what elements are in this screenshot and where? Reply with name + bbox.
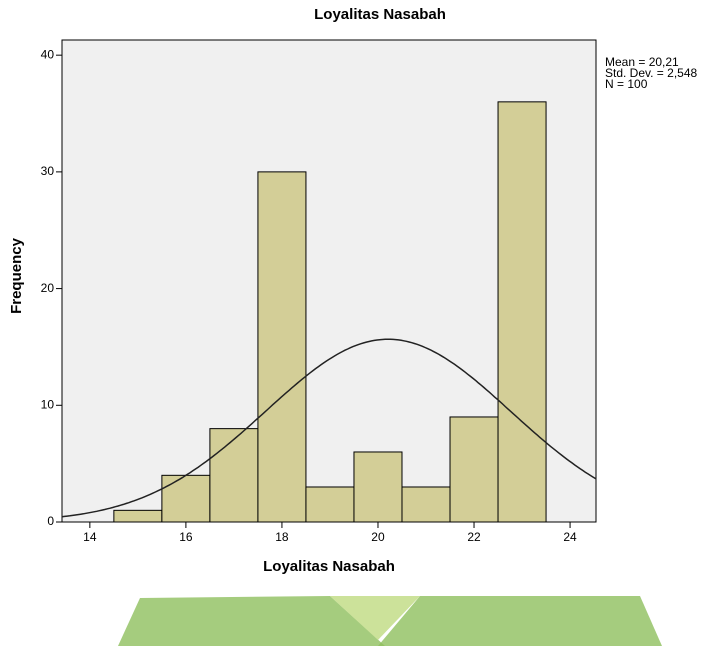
bar — [306, 487, 354, 522]
bar — [402, 487, 450, 522]
chart: Loyalitas Nasabah Loyalitas Nasabah Freq… — [0, 0, 716, 646]
y-tick-label: 0 — [47, 514, 54, 528]
bar — [210, 429, 258, 522]
y-tick-label: 20 — [41, 281, 55, 295]
bar — [114, 510, 162, 522]
y-tick-label: 30 — [41, 164, 55, 178]
x-tick-label: 14 — [83, 530, 97, 544]
y-axis-label: Frequency — [8, 237, 25, 314]
bar — [354, 452, 402, 522]
chart-title: Loyalitas Nasabah — [314, 6, 446, 23]
x-tick-label: 16 — [179, 530, 193, 544]
x-tick-label: 18 — [275, 530, 289, 544]
annotation: N = 100 — [605, 77, 648, 91]
x-axis-label: Loyalitas Nasabah — [263, 558, 395, 575]
y-tick-label: 40 — [41, 47, 55, 61]
bar — [498, 102, 546, 522]
x-tick-label: 20 — [371, 530, 385, 544]
x-tick-label: 22 — [467, 530, 481, 544]
watermark — [118, 596, 662, 646]
x-tick-label: 24 — [563, 530, 577, 544]
y-tick-label: 10 — [41, 397, 55, 411]
bar — [258, 172, 306, 522]
bar — [162, 475, 210, 522]
bar — [450, 417, 498, 522]
